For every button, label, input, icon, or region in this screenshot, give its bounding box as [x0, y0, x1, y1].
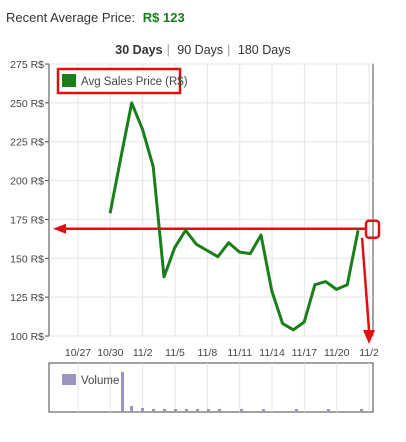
volume-bar — [152, 409, 155, 412]
x-tick-label: 11/2 — [133, 347, 153, 359]
volume-bar — [360, 409, 363, 412]
volume-bar — [196, 409, 199, 412]
annotation-point-box — [364, 219, 381, 240]
x-tick-label: 10/27 — [65, 347, 91, 359]
annotation-vertical-line — [360, 237, 371, 331]
x-tick-label: 11/17 — [292, 347, 318, 359]
y-tick-label: 275 R$ — [10, 59, 44, 71]
range-180-days[interactable]: 180 Days — [237, 43, 291, 57]
legend-highlight-box — [56, 67, 182, 95]
y-gridlines — [49, 63, 373, 337]
x-gridlines — [77, 64, 370, 336]
y-axis-ticks: 275 R$ 250 R$ 225 R$ 200 R$ 175 R$ 150 R$ 125 … — [10, 59, 49, 343]
volume-bar — [121, 372, 124, 412]
y-tick-label: 150 R$ — [10, 253, 44, 265]
volume-bar — [141, 408, 144, 412]
volume-bar — [174, 409, 177, 412]
y-tick-label: 175 R$ — [10, 214, 44, 226]
volume-bar — [262, 409, 265, 412]
annotation-overlay — [53, 219, 381, 344]
x-tick-label: 11/14 — [259, 347, 285, 359]
y-tick-label: 100 R$ — [10, 331, 44, 343]
volume-bar — [185, 409, 188, 412]
avg-price-line — [108, 101, 360, 332]
x-tick-label: 10/30 — [97, 347, 123, 359]
annotation-left-arrowhead — [53, 223, 66, 234]
y-tick-label: 225 R$ — [10, 137, 44, 149]
volume-bar — [218, 409, 221, 412]
series-line — [108, 101, 360, 332]
y-tick-label: 250 R$ — [10, 98, 44, 110]
volume-bar — [163, 409, 166, 412]
legend-swatch — [62, 74, 76, 87]
range-30-days[interactable]: 30 Days — [115, 43, 163, 57]
x-axis-ticks: 10/27 10/30 11/2 11/5 11/8 11/11 11/14 11/17 11/… — [65, 347, 379, 359]
legend: Avg Sales Price (R$) — [56, 67, 188, 95]
x-tick-label: 11/5 — [165, 347, 185, 359]
y-tick-label: 200 R$ — [10, 176, 44, 188]
range-selector: 30 Days | 90 Days | 180 Days — [0, 43, 406, 57]
volume-bars — [121, 372, 363, 412]
volume-legend-label: Volume — [81, 375, 119, 387]
recent-average-price-label: Recent Average Price: — [6, 10, 136, 25]
y-tick-label: 125 R$ — [10, 292, 44, 304]
volume-bar — [207, 409, 210, 412]
volume-gridlines — [77, 363, 370, 412]
volume-bar — [130, 406, 133, 412]
plot-frame — [48, 63, 374, 337]
x-tick-label: 11/8 — [198, 347, 218, 359]
range-separator: | — [166, 43, 170, 57]
volume-legend-swatch — [62, 374, 76, 385]
annotation-down-arrowhead — [363, 330, 375, 344]
x-tick-label: 11/2 — [359, 347, 379, 359]
x-tick-label: 11/11 — [227, 347, 252, 359]
x-tick-label: 11/20 — [324, 347, 350, 359]
volume-bar — [295, 409, 298, 412]
volume-bar — [240, 409, 243, 412]
recent-average-price: Recent Average Price: R$ 123 — [6, 10, 185, 25]
range-separator: | — [227, 43, 231, 57]
recent-average-price-value: R$ 123 — [142, 10, 185, 25]
legend-label: Avg Sales Price (R$) — [81, 76, 188, 88]
volume-bar — [327, 409, 330, 412]
volume-frame — [48, 362, 374, 413]
range-90-days[interactable]: 90 Days — [177, 43, 224, 57]
